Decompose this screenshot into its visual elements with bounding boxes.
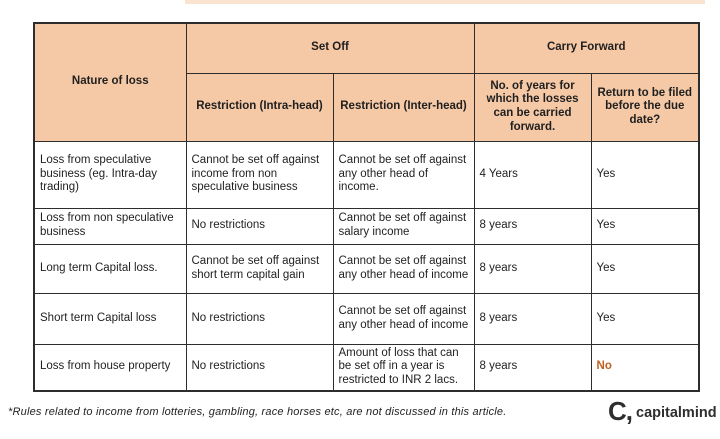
top-crop-sliver	[185, 0, 705, 4]
table-row: Long term Capital loss. Cannot be set of…	[33, 243, 700, 294]
cell-nature: Short term Capital loss	[33, 292, 187, 345]
cell-intra: No restrictions	[185, 343, 334, 392]
cell-carry-years: 8 years	[473, 243, 592, 294]
cell-inter: Cannot be set off against salary income	[332, 207, 475, 245]
cell-return-filed: No	[590, 343, 700, 392]
footnote: *Rules related to income from lotteries,…	[8, 406, 507, 418]
header-carry-forward: Carry Forward	[473, 22, 700, 74]
header-return-filed: Return to be filed before the due date?	[590, 72, 700, 142]
cell-inter: Amount of loss that can be set off in a …	[332, 343, 475, 392]
header-carry-years: No. of years for which the losses can be…	[473, 72, 592, 142]
cell-nature: Loss from non speculative business	[33, 207, 187, 245]
header-set-off: Set Off	[185, 22, 475, 74]
cell-intra: Cannot be set off against short term cap…	[185, 243, 334, 294]
header-nature-of-loss: Nature of loss	[33, 22, 187, 142]
cell-carry-years: 4 Years	[473, 140, 592, 209]
header-restriction-inter: Restriction (Inter-head)	[332, 72, 475, 142]
cell-return-filed: Yes	[590, 292, 700, 345]
cell-intra: Cannot be set off against income from no…	[185, 140, 334, 209]
cell-carry-years: 8 years	[473, 343, 592, 392]
table-row: Loss from house property No restrictions…	[33, 343, 700, 392]
cell-return-filed: Yes	[590, 207, 700, 245]
cell-inter: Cannot be set off against any other head…	[332, 292, 475, 345]
table-row: Loss from speculative business (eg. Intr…	[33, 140, 700, 209]
cell-nature: Loss from speculative business (eg. Intr…	[33, 140, 187, 209]
table-subheader-row: Restriction (Intra-head) Restriction (In…	[34, 72, 700, 142]
capitalmind-logo-text: capitalmind	[636, 405, 717, 421]
cell-inter: Cannot be set off against any other head…	[332, 243, 475, 294]
cell-nature: Loss from house property	[33, 343, 187, 392]
table-row: Loss from non speculative business No re…	[33, 207, 700, 245]
table-header-group-row: Nature of loss Set Off Carry Forward	[33, 22, 700, 142]
cell-intra: No restrictions	[185, 207, 334, 245]
cell-nature: Long term Capital loss.	[33, 243, 187, 294]
cell-carry-years: 8 years	[473, 292, 592, 345]
header-restriction-intra: Restriction (Intra-head)	[185, 72, 334, 142]
cell-inter: Cannot be set off against any other head…	[332, 140, 475, 209]
table-row: Short term Capital loss No restrictions …	[33, 292, 700, 345]
capitalmind-logo: C, capitalmind	[608, 398, 717, 424]
cell-carry-years: 8 years	[473, 207, 592, 245]
cell-intra: No restrictions	[185, 292, 334, 345]
loss-setoff-carryforward-table: Nature of loss Set Off Carry Forward Res…	[33, 22, 701, 392]
cell-return-filed: Yes	[590, 243, 700, 294]
cell-return-filed: Yes	[590, 140, 700, 209]
capitalmind-logo-mark-icon: C,	[608, 396, 633, 426]
